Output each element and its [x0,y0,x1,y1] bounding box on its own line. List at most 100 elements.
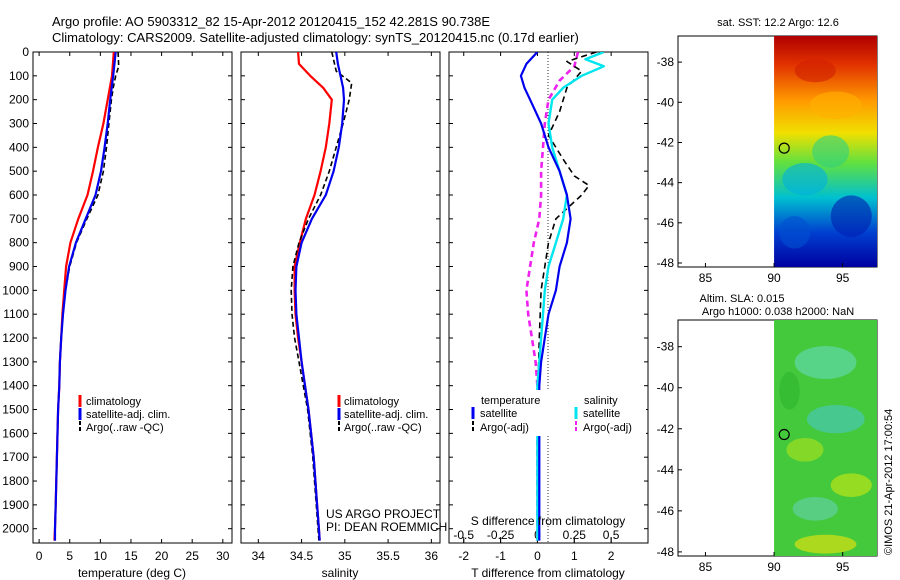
imos-watermark: ©IMOS 21-Apr-2012 17:00:54 [883,409,895,555]
map-y-tick-label: -48 [657,256,675,270]
map-x-tick-label: 85 [699,560,713,574]
x-tick-label: 30 [216,549,230,563]
y-tick-label: 900 [9,260,29,274]
map-x-tick-label: 90 [767,560,781,574]
legend-label-climatology: climatology [344,396,400,408]
legend-label-argo: Argo(..raw -QC) [344,422,422,434]
difference-panel: -2 -1 0 1 2 -0.5 -0.25 0 0.25 0.5 temperature sa… [448,51,649,580]
y-tick-label: 2000 [2,522,29,536]
map-y-tick-label: -46 [657,216,675,230]
sst-field-patch [812,135,850,168]
map-y-tick-label: -42 [657,422,675,436]
series-line-satellite [53,52,117,541]
legend-title-temperature: temperature [481,395,540,407]
t-difference-label: T difference from climatology [471,566,625,580]
salinity-axes [240,51,441,544]
sla-map-title-line1: Altim. SLA: 0.015 [700,293,785,305]
x-tick-label: 0 [36,549,43,563]
map-y-tick-label: -48 [657,545,675,559]
sla-field-patch [830,473,872,498]
legend-background [466,390,646,436]
temperature-xticks: 0 5 10 15 20 25 30 [36,52,230,563]
y-tick-label: 1500 [2,403,29,417]
map-x-tick-label: 95 [836,271,850,285]
sst-field-patch [830,195,872,237]
sla-heatmap [774,320,877,556]
x-tick-label: 5 [66,549,73,563]
legend-label-t-satellite: satellite [480,408,517,420]
y-tick-label: 200 [9,93,29,107]
series-line-s-satellite [536,52,605,541]
x-tick-label: 20 [155,549,169,563]
map-y-tick-label: -40 [657,381,675,395]
sla-field-patch [794,345,857,380]
float-position-marker [778,428,790,441]
figure-title-line2: Climatology: CARS2009. Satellite-adjuste… [52,30,579,45]
sla-map-title-line2: Argo h1000: 0.038 h2000: NaN [702,306,854,318]
x-tick-label: 36 [425,549,439,563]
legend-label-s-satellite: satellite [583,408,620,420]
legend-title-salinity: salinity [584,395,618,407]
sla-map-panel: Altim. SLA: 0.015 Argo h1000: 0.038 h200… [657,293,878,574]
y-tick-label: 1200 [2,331,29,345]
temperature-panel: 0100200300400500600700800900100011001200… [2,45,233,580]
project-annotation-line2: PI: DEAN ROEMMICH [326,520,447,534]
y-tick-label: 1000 [2,283,29,297]
x2-tick-label: -0.5 [453,528,474,542]
salinity-panel: 34 34.5 35 35.5 36 salinity climatology sate… [240,51,447,580]
salinity-legend: climatology satellite-adj. clim. Argo(..… [337,395,428,434]
sst-map-panel: sat. SST: 12.2 Argo: 12.6 85 90 95 -38 -40 -4… [657,17,878,285]
x-tick-label: 10 [94,549,108,563]
x-tick-label: 35 [338,549,352,563]
legend-label-argo: Argo(..raw -QC) [86,422,164,434]
salinity-xlabel: salinity [322,566,359,580]
x-tick-label: 15 [124,549,138,563]
x-tick-label: 2 [608,549,615,563]
y-tick-label: 500 [9,164,29,178]
y-tick-label: 300 [9,117,29,131]
y-tick-label: 700 [9,212,29,226]
x-tick-label: 25 [186,549,200,563]
sla-field-patch [786,438,824,462]
temperature-axes [32,51,233,544]
map-y-tick-label: -40 [657,95,675,109]
sst-field-patch [779,216,811,249]
temperature-legend: climatology satellite-adj. clim. Argo(..… [78,395,170,434]
sla-field-patch [794,534,857,554]
y-tick-label: 1900 [2,498,29,512]
float-position-marker [778,142,790,154]
sst-heatmap [774,36,877,267]
sst-field-patch [810,91,862,120]
series-line-t-satellite [519,52,572,541]
sst-map-title: sat. SST: 12.2 Argo: 12.6 [717,17,839,29]
sla-map-ticks: 85 90 95 -38 -40 -42 -44 -46 -48 [657,340,850,574]
temperature-lines [53,52,120,541]
y-tick-label: 400 [9,140,29,154]
sla-field-patch [779,371,800,410]
legend-label-t-argo: Argo(-adj) [480,422,529,434]
map-x-tick-label: 95 [836,560,850,574]
x-tick-label: -1 [495,549,506,563]
map-y-tick-label: -38 [657,55,675,69]
salinity-xticks: 34 34.5 35 35.5 36 [252,52,439,563]
x-tick-label: 0 [534,549,541,563]
sla-field-patch [792,497,838,521]
y-tick-label: 1300 [2,355,29,369]
y-tick-label: 1100 [3,307,29,321]
x-tick-label: -2 [458,549,469,563]
x-tick-label: 34.5 [290,549,314,563]
y-tick-label: 0 [22,45,29,59]
y-tick-label: 1400 [2,379,29,393]
sst-field-patch [782,163,828,196]
legend-label-satellite: satellite-adj. clim. [86,409,170,421]
sla-field-patch [807,404,865,434]
x2-tick-label: 0.25 [563,528,587,542]
sst-map-ticks: 85 90 95 -38 -40 -42 -44 -46 -48 [657,55,850,285]
x-tick-label: 34 [252,549,266,563]
map-x-tick-label: 90 [767,271,781,285]
y-tick-label: 100 [9,69,29,83]
y-tick-label: 800 [9,236,29,250]
legend-label-climatology: climatology [86,396,142,408]
x2-tick-label: 0.5 [603,528,620,542]
